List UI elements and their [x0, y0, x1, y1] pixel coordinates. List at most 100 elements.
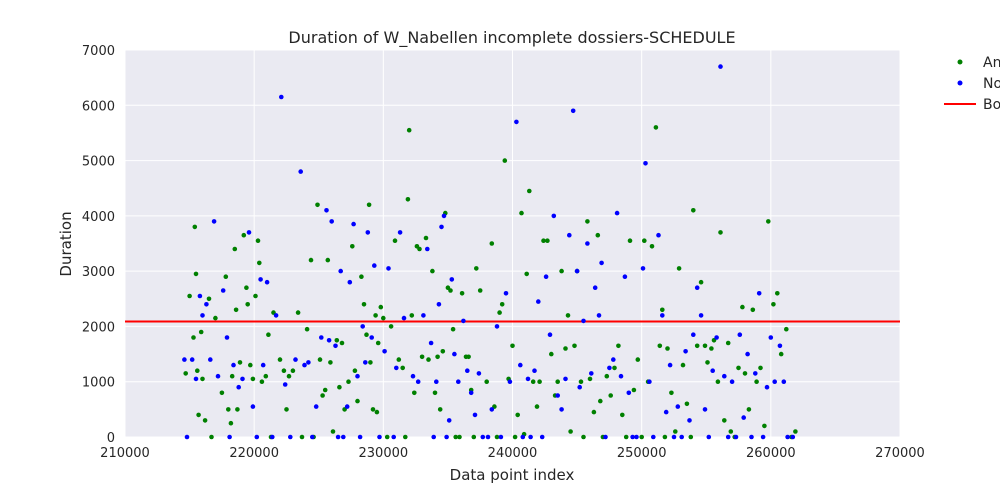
point-an — [315, 202, 320, 208]
scatter-points — [182, 64, 798, 440]
point-no — [444, 434, 449, 440]
point-an — [364, 332, 369, 338]
point-an — [653, 125, 659, 130]
point-an — [366, 202, 372, 208]
point-an — [378, 304, 384, 310]
point-an — [259, 379, 265, 385]
point-no — [441, 213, 447, 219]
point-an — [423, 235, 429, 241]
point-an — [740, 304, 745, 310]
point-an — [784, 326, 789, 332]
x-tick-label: 240000 — [488, 446, 538, 461]
point-an — [406, 127, 412, 133]
point-no — [344, 404, 350, 409]
legend-marker-an — [957, 59, 963, 65]
point-no — [227, 434, 232, 440]
chart-title: Duration of W_Nabellen incomplete dossie… — [288, 28, 735, 48]
point-no — [357, 434, 363, 440]
point-no — [592, 285, 598, 291]
x-tick-label: 250000 — [617, 446, 667, 461]
point-no — [643, 161, 648, 166]
point-no — [386, 266, 391, 271]
point-an — [255, 238, 261, 243]
point-no — [503, 291, 509, 296]
point-an — [705, 360, 710, 365]
point-no — [675, 404, 681, 409]
point-an — [257, 260, 262, 266]
point-an — [437, 407, 443, 412]
y-axis-label: Duration — [57, 211, 75, 276]
point-an — [688, 434, 694, 440]
point-an — [502, 158, 508, 163]
point-no — [725, 434, 731, 440]
point-an — [524, 271, 529, 277]
point-an — [284, 407, 289, 412]
point-no — [335, 434, 341, 440]
point-an — [202, 418, 208, 423]
point-an — [237, 360, 243, 365]
point-no — [532, 368, 537, 374]
point-an — [373, 313, 378, 318]
point-no — [781, 379, 787, 385]
point-an — [330, 429, 336, 434]
point-an — [359, 274, 364, 280]
point-an — [346, 379, 351, 385]
point-no — [401, 315, 407, 321]
point-no — [377, 434, 382, 440]
point-no — [694, 285, 700, 291]
point-no — [614, 210, 620, 216]
point-no — [683, 349, 688, 354]
point-an — [213, 315, 218, 321]
point-an — [295, 310, 301, 315]
point-no — [603, 434, 608, 440]
point-an — [497, 310, 502, 315]
point-no — [298, 169, 304, 174]
point-an — [459, 291, 465, 296]
point-an — [494, 434, 500, 440]
point-an — [396, 357, 402, 362]
point-no — [310, 434, 315, 440]
point-no — [439, 224, 444, 230]
point-an — [195, 368, 200, 374]
point-an — [559, 268, 564, 274]
point-an — [209, 434, 214, 440]
point-an — [308, 257, 314, 263]
point-an — [616, 343, 621, 349]
point-an — [228, 420, 234, 426]
point-no — [567, 232, 572, 238]
point-no — [333, 343, 338, 349]
x-tick-label: 210000 — [100, 446, 150, 461]
point-no — [326, 338, 332, 343]
point-no — [211, 219, 217, 224]
point-no — [722, 373, 727, 379]
point-no — [626, 390, 632, 396]
point-an — [684, 401, 690, 407]
point-an — [698, 279, 704, 285]
point-no — [485, 434, 491, 440]
point-an — [432, 390, 438, 396]
point-an — [317, 357, 323, 362]
point-no — [514, 119, 519, 125]
point-no — [288, 434, 293, 440]
point-an — [266, 332, 271, 338]
point-no — [410, 373, 416, 379]
point-no — [184, 434, 190, 440]
point-no — [607, 365, 612, 371]
x-tick-labels: 210000 220000 230000 240000 250000 260000 2700… — [100, 446, 925, 461]
point-an — [198, 329, 204, 335]
point-an — [585, 219, 590, 224]
point-an — [631, 387, 637, 393]
point-no — [547, 332, 553, 338]
point-an — [534, 404, 540, 409]
point-an — [680, 362, 686, 368]
point-no — [231, 362, 236, 368]
point-no — [391, 434, 397, 440]
point-an — [325, 257, 331, 263]
point-no — [525, 376, 531, 382]
point-no — [189, 357, 195, 362]
point-an — [608, 393, 613, 398]
point-no — [436, 302, 442, 307]
point-an — [604, 373, 610, 379]
point-an — [448, 288, 453, 293]
point-an — [235, 407, 240, 412]
